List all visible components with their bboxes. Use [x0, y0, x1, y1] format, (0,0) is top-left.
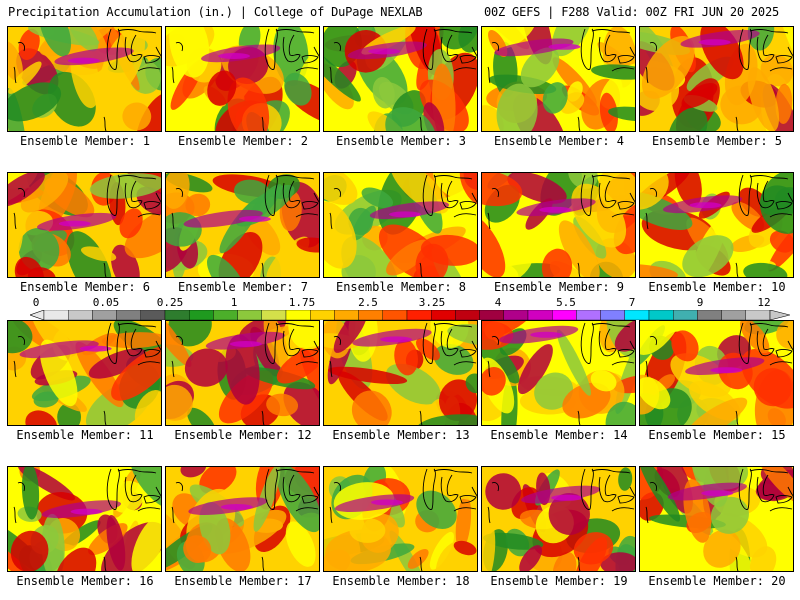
ensemble-member-label: Ensemble Member: 3 — [335, 134, 467, 148]
ensemble-member-label: Ensemble Member: 1 — [19, 134, 151, 148]
color-scale-bar — [30, 310, 790, 320]
scale-color-bin — [92, 310, 117, 320]
scale-tick-label: 7 — [628, 296, 636, 309]
scale-tick-label: 2.5 — [358, 296, 378, 309]
scale-color-bin — [600, 310, 625, 320]
scale-color-bin — [697, 310, 722, 320]
scale-tick-label: 9 — [696, 296, 704, 309]
ensemble-member-label: Ensemble Member: 11 — [16, 428, 154, 442]
scale-color-bin — [721, 310, 746, 320]
ensemble-map-panel — [7, 466, 162, 572]
ensemble-map-panel — [481, 320, 636, 426]
scale-color-bin — [68, 310, 93, 320]
ensemble-member-label: Ensemble Member: 17 — [174, 574, 312, 588]
scale-tick-label: 0.25 — [156, 296, 184, 309]
ensemble-map-panel — [639, 466, 794, 572]
ensemble-map-panel — [323, 466, 478, 572]
scale-color-bin — [576, 310, 601, 320]
scale-max-arrow — [769, 310, 790, 320]
ensemble-map-panel — [165, 320, 320, 426]
scale-color-bin — [455, 310, 480, 320]
precipitation-color-scale: 0 0.05 0.25 1 1.75 2.5 3.25 4 5.5 7 9 12 — [30, 296, 790, 320]
scale-color-bin — [648, 310, 674, 320]
ensemble-map-panel — [639, 320, 794, 426]
scale-tick-label: 0 — [32, 296, 40, 309]
scale-color-bin — [188, 310, 214, 320]
scale-color-bin — [552, 310, 577, 320]
ensemble-member-label: Ensemble Member: 16 — [16, 574, 154, 588]
ensemble-map-panel — [639, 172, 794, 278]
scale-color-bin — [382, 310, 408, 320]
scale-tick-label: 4 — [494, 296, 502, 309]
ensemble-member-label: Ensemble Member: 12 — [174, 428, 312, 442]
scale-color-bin — [237, 310, 263, 320]
ensemble-map-panel — [323, 172, 478, 278]
scale-color-bin — [310, 310, 335, 320]
ensemble-member-label: Ensemble Member: 15 — [648, 428, 786, 442]
ensemble-member-label: Ensemble Member: 5 — [651, 134, 783, 148]
ensemble-map-panel — [481, 466, 636, 572]
ensemble-map-panel — [7, 320, 162, 426]
ensemble-map-panel — [165, 26, 320, 132]
ensemble-map-panel — [165, 172, 320, 278]
ensemble-member-label: Ensemble Member: 20 — [648, 574, 786, 588]
scale-color-bin — [164, 310, 190, 320]
scale-color-bin — [334, 310, 359, 320]
scale-min-arrow — [30, 310, 45, 320]
scale-color-bin — [358, 310, 384, 320]
scale-color-bin — [673, 310, 698, 320]
ensemble-member-label: Ensemble Member: 7 — [177, 280, 309, 294]
ensemble-map-panel — [165, 466, 320, 572]
scale-color-bin — [116, 310, 141, 320]
model-run-info: 00Z GEFS | F288 Valid: 00Z FRI JUN 20 20… — [483, 5, 779, 19]
ensemble-member-label: Ensemble Member: 6 — [19, 280, 151, 294]
ensemble-member-label: Ensemble Member: 19 — [490, 574, 628, 588]
scale-color-bin — [285, 310, 311, 320]
ensemble-member-label: Ensemble Member: 18 — [332, 574, 470, 588]
ensemble-member-label: Ensemble Member: 8 — [335, 280, 467, 294]
scale-color-bin — [213, 310, 238, 320]
ensemble-member-label: Ensemble Member: 10 — [648, 280, 786, 294]
scale-color-bin — [261, 310, 287, 320]
scale-tick-label: 1 — [230, 296, 238, 309]
ensemble-map-panel — [7, 26, 162, 132]
scale-tick-label: 5.5 — [556, 296, 576, 309]
scale-tick-label: 1.75 — [288, 296, 316, 309]
ensemble-map-panel — [323, 26, 478, 132]
scale-color-bin — [527, 310, 553, 320]
ensemble-member-label: Ensemble Member: 14 — [490, 428, 628, 442]
scale-color-bin — [745, 310, 771, 320]
scale-color-bin — [140, 310, 166, 320]
ensemble-member-label: Ensemble Member: 13 — [332, 428, 470, 442]
ensemble-map-panel — [7, 172, 162, 278]
scale-color-bin — [406, 310, 432, 320]
ensemble-member-label: Ensemble Member: 2 — [177, 134, 309, 148]
ensemble-map-panel — [481, 26, 636, 132]
scale-tick-label: 0.05 — [92, 296, 120, 309]
scale-tick-label: 3.25 — [418, 296, 446, 309]
ensemble-map-panel — [481, 172, 636, 278]
scale-color-bin — [431, 310, 456, 320]
scale-tick-label: 12 — [757, 296, 771, 309]
ensemble-map-panel — [639, 26, 794, 132]
ensemble-member-label: Ensemble Member: 9 — [493, 280, 625, 294]
map-title: Precipitation Accumulation (in.) | Colle… — [8, 5, 423, 19]
scale-color-bin — [479, 310, 505, 320]
scale-color-bin — [624, 310, 650, 320]
ensemble-map-panel — [323, 320, 478, 426]
scale-color-bin — [43, 310, 69, 320]
scale-color-bin — [503, 310, 529, 320]
ensemble-member-label: Ensemble Member: 4 — [493, 134, 625, 148]
